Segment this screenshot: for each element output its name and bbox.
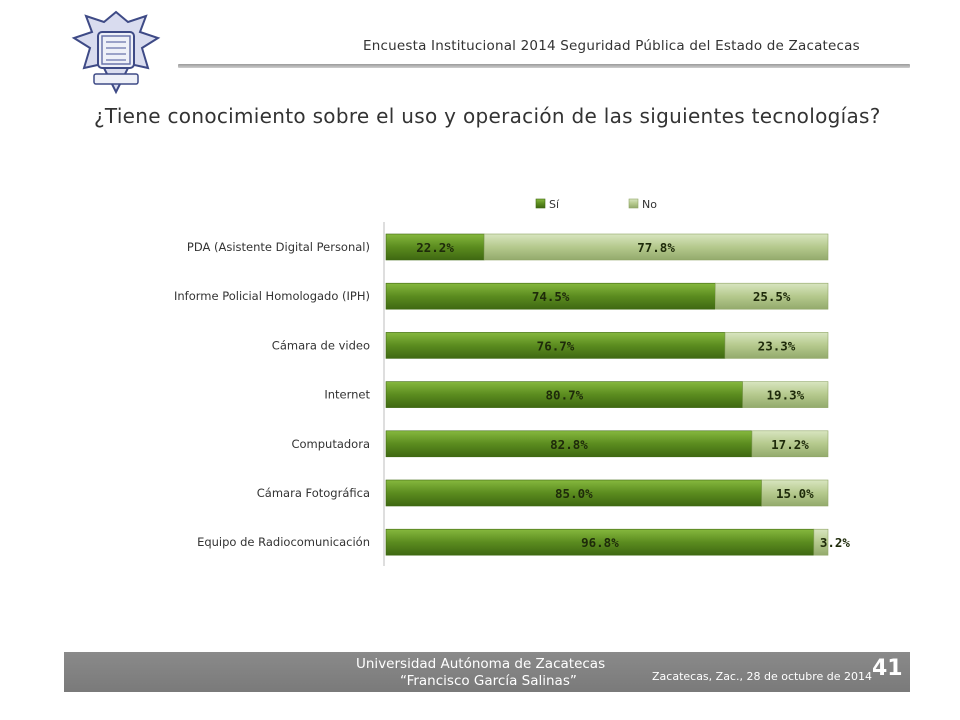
- legend: Sí No: [535, 198, 657, 211]
- bar-no: [742, 381, 829, 408]
- bar-no: [483, 233, 829, 261]
- category-label: Cámara Fotográfica: [257, 486, 370, 500]
- data-label: 96.8%: [581, 535, 619, 550]
- legend-swatch: [628, 198, 639, 209]
- data-label: 22.2%: [416, 240, 454, 255]
- footer-university: Universidad Autónoma de Zacatecas: [356, 656, 606, 672]
- category-label: Computadora: [291, 437, 370, 451]
- page-title: ¿Tiene conocimiento sobre el uso y opera…: [94, 104, 881, 128]
- data-label: 25.5%: [753, 289, 791, 304]
- category-label: Equipo de Radiocomunicación: [197, 535, 370, 549]
- data-label: 15.0%: [776, 486, 814, 501]
- data-label: 3.2%: [820, 535, 851, 550]
- header-title: Encuesta Institucional 2014 Seguridad Pú…: [363, 38, 860, 54]
- data-label: 19.3%: [767, 388, 805, 403]
- bar-no: [751, 430, 829, 458]
- bar-no: [724, 332, 829, 359]
- legend-label: Sí: [549, 198, 560, 211]
- data-label: 85.0%: [555, 486, 593, 501]
- data-label: 17.2%: [771, 437, 809, 452]
- footer-date: Zacatecas, Zac., 28 de octubre de 2014: [652, 670, 873, 683]
- bars: PDA (Asistente Digital Personal) 22.2% 77.…: [174, 233, 851, 556]
- bar-si: [385, 332, 726, 359]
- university-seal-icon: [71, 10, 161, 95]
- page-number: 41: [872, 656, 903, 681]
- data-label: 23.3%: [758, 338, 796, 353]
- bar-no: [714, 282, 829, 310]
- bar-si: [385, 528, 815, 556]
- data-label: 80.7%: [546, 388, 584, 403]
- legend-swatch: [535, 198, 546, 209]
- footer-subtitle: “Francisco García Salinas”: [400, 673, 577, 689]
- data-label: 74.5%: [532, 289, 570, 304]
- data-label: 76.7%: [537, 338, 575, 353]
- bar-no: [761, 479, 829, 507]
- bar-si: [385, 479, 763, 507]
- category-label: Informe Policial Homologado (IPH): [174, 289, 370, 303]
- category-label: Cámara de video: [272, 338, 370, 352]
- bar-si: [385, 381, 743, 408]
- bar-no: [813, 528, 829, 556]
- category-label: Internet: [324, 388, 370, 402]
- category-label: PDA (Asistente Digital Personal): [187, 240, 370, 254]
- footer-bar: Universidad Autónoma de Zacatecas “Franc…: [64, 652, 910, 692]
- header-divider: [178, 64, 910, 68]
- bar-si: [385, 430, 753, 458]
- data-label: 82.8%: [550, 437, 588, 452]
- data-label: 77.8%: [637, 240, 675, 255]
- legend-label: No: [642, 198, 657, 211]
